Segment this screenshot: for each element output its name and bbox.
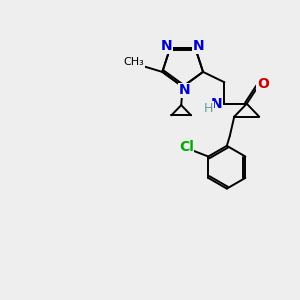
Text: CH₃: CH₃ xyxy=(124,57,145,68)
Text: H: H xyxy=(204,102,213,115)
Text: N: N xyxy=(178,83,190,97)
Text: Cl: Cl xyxy=(179,140,194,154)
Text: O: O xyxy=(257,77,269,91)
Text: N: N xyxy=(210,97,222,111)
Text: N: N xyxy=(193,40,205,53)
Text: N: N xyxy=(161,40,172,53)
